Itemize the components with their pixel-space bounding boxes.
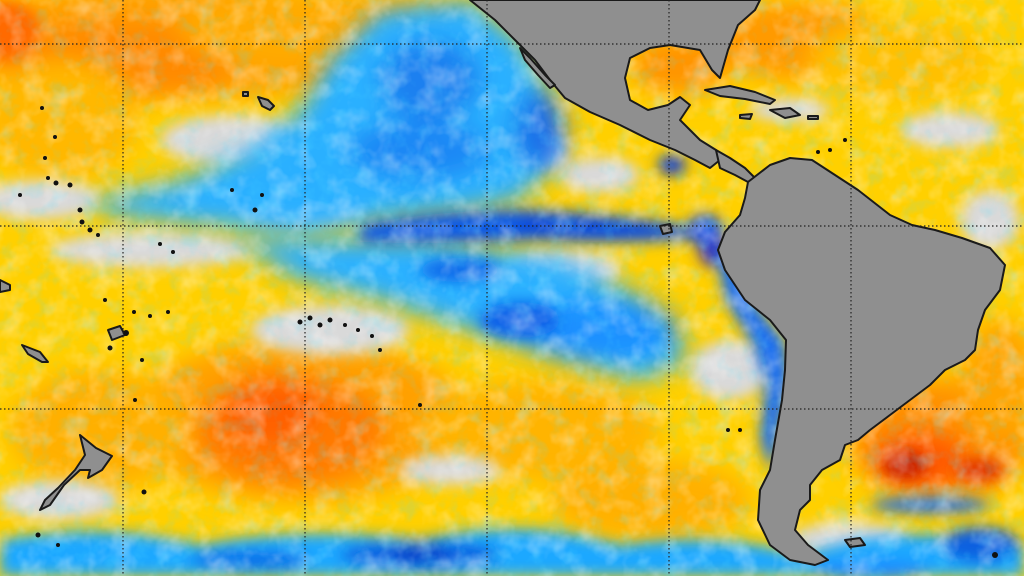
north-america: [469, 0, 761, 169]
south-america: [717, 157, 1006, 566]
cuba: [704, 85, 776, 105]
landmasses: [0, 0, 1006, 566]
galapagos: [659, 223, 673, 235]
hawaii: [257, 96, 275, 111]
island-dots: [18, 106, 998, 558]
new-zealand: [39, 434, 113, 511]
